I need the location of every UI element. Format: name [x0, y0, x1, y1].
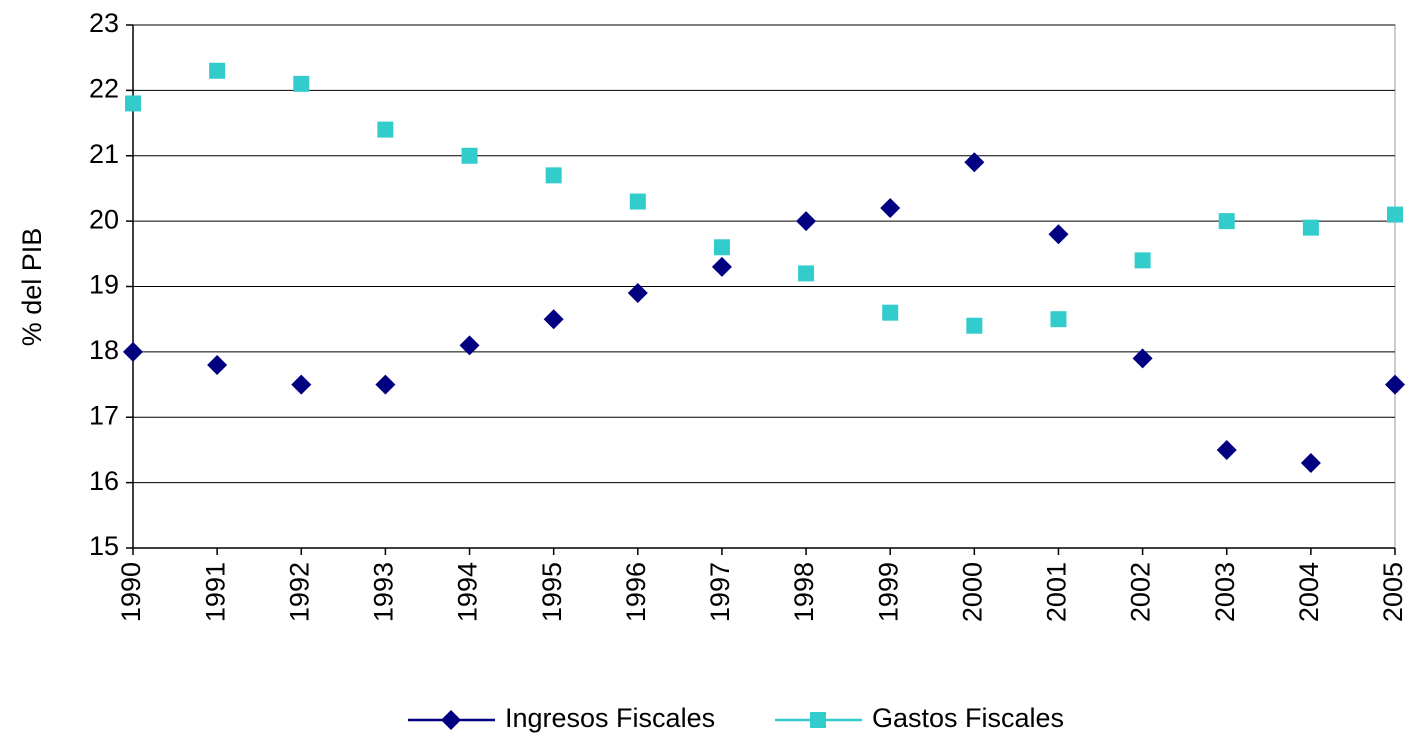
point [207, 354, 228, 375]
y-tick-label: 20 [89, 204, 119, 234]
point [798, 265, 815, 282]
x-tick-label: 1994 [453, 562, 483, 622]
point [964, 152, 985, 173]
point [1385, 374, 1405, 395]
point [209, 62, 226, 79]
x-tick-label: 2005 [1378, 562, 1408, 622]
point [711, 256, 732, 277]
x-tick-label: 2000 [957, 562, 987, 622]
point [543, 309, 564, 330]
x-tick-label: 1997 [705, 562, 735, 622]
point [461, 147, 478, 164]
point [880, 198, 901, 219]
point [377, 121, 394, 138]
point [1132, 348, 1153, 369]
y-tick-label: 17 [89, 400, 119, 430]
point [1218, 213, 1235, 230]
point [293, 75, 310, 92]
point [882, 304, 899, 321]
x-tick-label: 1995 [537, 562, 567, 622]
legend-marker [441, 710, 461, 730]
point [629, 193, 646, 210]
y-tick-label: 16 [89, 466, 119, 496]
point [966, 317, 983, 334]
x-tick-label: 1991 [200, 562, 230, 622]
point [1302, 219, 1319, 236]
point [1300, 453, 1321, 474]
point [291, 374, 312, 395]
point [545, 167, 562, 184]
x-tick-label: 1993 [369, 562, 399, 622]
point [1050, 311, 1067, 328]
y-axis-label: % del PIB [17, 228, 47, 347]
x-tick-label: 2003 [1210, 562, 1240, 622]
point [627, 283, 648, 304]
y-tick-label: 23 [89, 8, 119, 38]
point [1216, 439, 1237, 460]
x-tick-label: 2004 [1294, 562, 1324, 622]
x-tick-label: 2002 [1126, 562, 1156, 622]
x-tick-label: 1998 [789, 562, 819, 622]
point [125, 95, 141, 112]
point [796, 211, 817, 232]
point [1134, 252, 1151, 269]
legend-marker [810, 712, 826, 728]
x-tick-label: 2001 [1042, 562, 1072, 622]
y-tick-label: 22 [89, 74, 119, 104]
legend-label: Ingresos Fiscales [505, 703, 715, 733]
y-tick-label: 15 [89, 531, 119, 561]
point [375, 374, 396, 395]
point [1387, 206, 1403, 223]
x-tick-label: 1996 [621, 562, 651, 622]
point [459, 335, 480, 356]
x-tick-label: 1999 [873, 562, 903, 622]
legend-label: Gastos Fiscales [872, 703, 1064, 733]
y-tick-label: 18 [89, 335, 119, 365]
y-tick-label: 21 [89, 139, 119, 169]
point [713, 239, 730, 256]
point [1048, 224, 1069, 245]
y-tick-label: 19 [89, 270, 119, 300]
x-tick-label: 1990 [116, 562, 146, 622]
point [123, 341, 143, 362]
x-tick-label: 1992 [284, 562, 314, 622]
